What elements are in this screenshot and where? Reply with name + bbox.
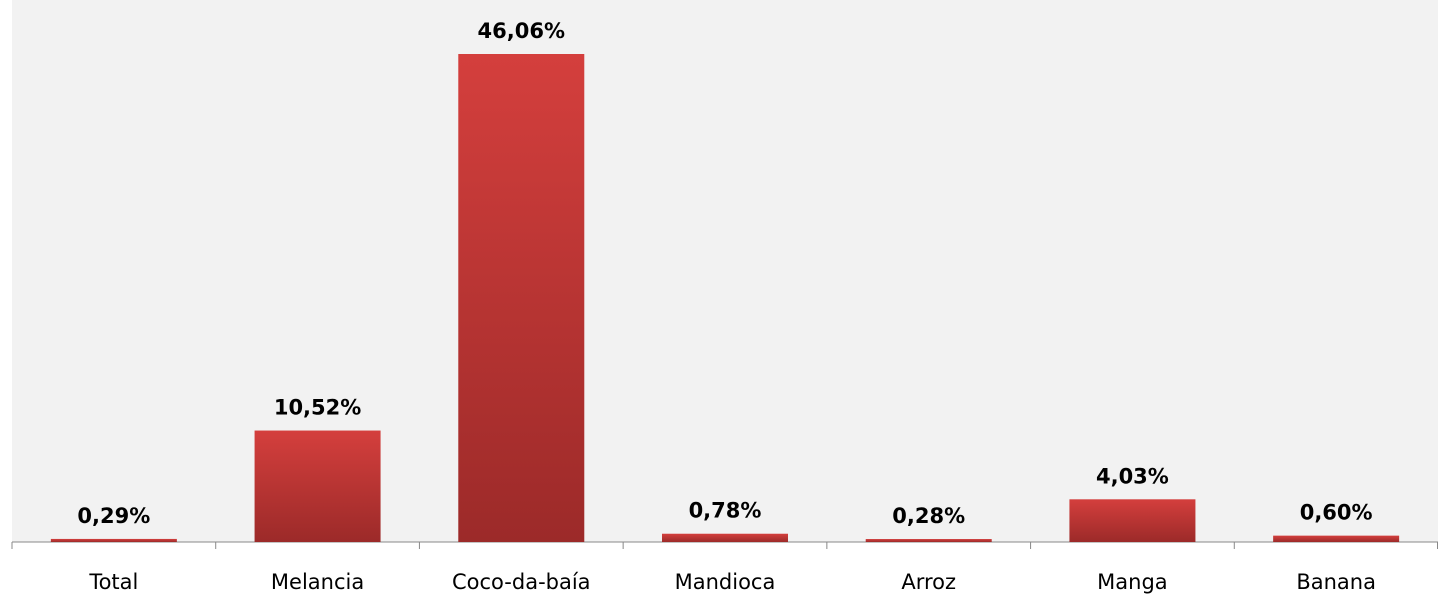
value-label: 10,52% — [274, 396, 361, 420]
bar — [662, 533, 788, 542]
value-label: 0,28% — [892, 504, 965, 528]
bar — [1069, 499, 1196, 542]
x-tick-label: Total — [88, 570, 138, 594]
value-label: 46,06% — [478, 19, 565, 43]
x-tick-label: Mandioca — [675, 570, 776, 594]
x-tick-label: Coco-da-baía — [452, 570, 591, 594]
bar — [458, 54, 585, 542]
bar — [254, 430, 381, 542]
bar — [1273, 535, 1400, 542]
value-label: 0,29% — [77, 504, 150, 528]
x-tick-label: Melancia — [271, 570, 364, 594]
x-tick-label: Arroz — [901, 570, 956, 594]
bar — [865, 539, 992, 542]
x-tick-label: Manga — [1097, 570, 1168, 594]
bar — [50, 538, 177, 542]
value-label: 0,60% — [1300, 501, 1373, 525]
value-label: 4,03% — [1096, 464, 1169, 488]
x-tick-label: Banana — [1296, 570, 1376, 594]
value-label: 0,78% — [689, 499, 762, 523]
plot-background — [12, 0, 1438, 542]
